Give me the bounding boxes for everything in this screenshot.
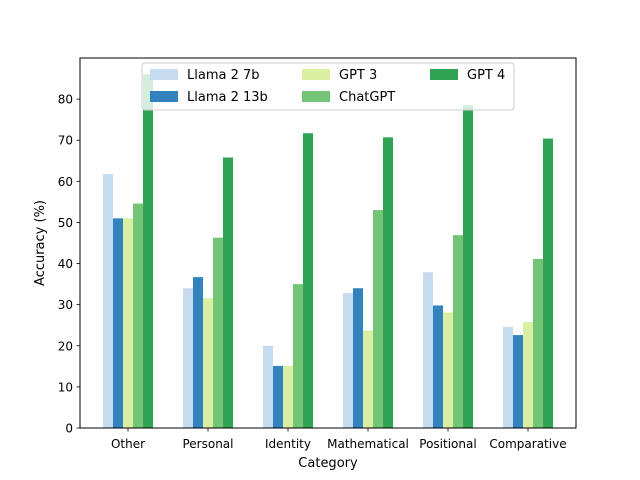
bar-llama-2-7b-comparative: [503, 326, 513, 428]
legend-swatch: [302, 91, 330, 102]
bar-llama-2-7b-positional: [423, 272, 433, 428]
y-axis: 0 10 20 30 40 50 60 70 80: [58, 93, 80, 436]
x-tick-label: Mathematical: [327, 437, 409, 451]
x-axis-label: Category: [298, 456, 358, 471]
bar-chatgpt-identity: [293, 284, 303, 428]
bar-gpt-4-mathematical: [383, 137, 393, 428]
legend-frame: [141, 62, 515, 111]
x-tick-label: Personal: [182, 437, 233, 451]
x-axis: Other Personal Identity Mathematical Positio…: [111, 428, 567, 451]
legend-swatch: [150, 69, 178, 80]
bars-group: [103, 74, 553, 429]
bar-llama-2-13b-identity: [273, 365, 283, 428]
y-tick-label: 70: [58, 134, 73, 148]
bar-gpt-3-mathematical: [363, 330, 373, 428]
bar-gpt-3-positional: [443, 312, 453, 428]
bar-chatgpt-personal: [213, 237, 223, 428]
x-tick-label: Comparative: [489, 437, 566, 451]
bar-chatgpt-other: [133, 203, 143, 428]
bar-llama-2-13b-other: [113, 218, 123, 428]
y-tick-label: 20: [58, 339, 73, 353]
legend-swatch: [430, 69, 458, 80]
bar-gpt-4-comparative: [543, 138, 553, 429]
bar-llama-2-13b-personal: [193, 277, 203, 428]
bar-llama-2-13b-comparative: [513, 335, 523, 428]
bar-llama-2-7b-mathematical: [343, 293, 353, 428]
y-tick-label: 30: [58, 298, 73, 312]
bar-gpt-4-identity: [303, 133, 313, 428]
legend-label: Llama 2 13b: [187, 90, 268, 105]
legend-swatch: [150, 91, 178, 102]
y-tick-label: 10: [58, 380, 73, 394]
bar-chatgpt-comparative: [533, 259, 543, 428]
bar-llama-2-7b-personal: [183, 288, 193, 428]
legend: Llama 2 7b Llama 2 13b GPT 3 ChatGPT GPT 4: [141, 62, 515, 111]
y-tick-label: 0: [65, 422, 73, 436]
bar-gpt-3-other: [123, 218, 133, 428]
y-tick-label: 40: [58, 257, 73, 271]
bar-gpt-4-personal: [223, 157, 233, 428]
x-tick-label: Positional: [419, 437, 476, 451]
bar-llama-2-13b-positional: [433, 305, 443, 428]
bar-gpt-3-comparative: [523, 321, 533, 428]
y-tick-label: 50: [58, 216, 73, 230]
x-tick-label: Other: [111, 437, 145, 451]
bar-gpt-3-identity: [283, 365, 293, 428]
x-tick-label: Identity: [265, 437, 311, 451]
bar-chatgpt-mathematical: [373, 210, 383, 428]
plot-frame: [79, 57, 577, 429]
legend-label: Llama 2 7b: [187, 68, 260, 83]
bar-gpt-4-other: [143, 74, 153, 428]
y-tick-label: 80: [58, 93, 73, 107]
bar-gpt-4-positional: [463, 105, 473, 429]
bar-gpt-3-personal: [203, 298, 213, 428]
y-tick-label: 60: [58, 175, 73, 189]
legend-label: GPT 4: [467, 68, 505, 83]
y-axis-label: Accuracy (%): [33, 200, 48, 286]
bar-llama-2-7b-identity: [263, 345, 273, 428]
bar-chatgpt-positional: [453, 235, 463, 428]
bar-llama-2-7b-other: [103, 173, 113, 428]
bar-llama-2-13b-mathematical: [353, 288, 363, 428]
legend-label: GPT 3: [339, 68, 377, 83]
legend-label: ChatGPT: [339, 90, 395, 105]
legend-swatch: [302, 69, 330, 80]
